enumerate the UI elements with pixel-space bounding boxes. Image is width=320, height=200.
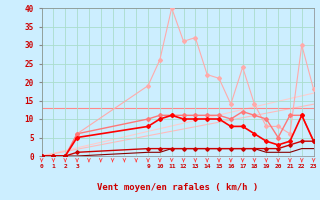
X-axis label: Vent moyen/en rafales ( km/h ): Vent moyen/en rafales ( km/h ) [97, 183, 258, 192]
